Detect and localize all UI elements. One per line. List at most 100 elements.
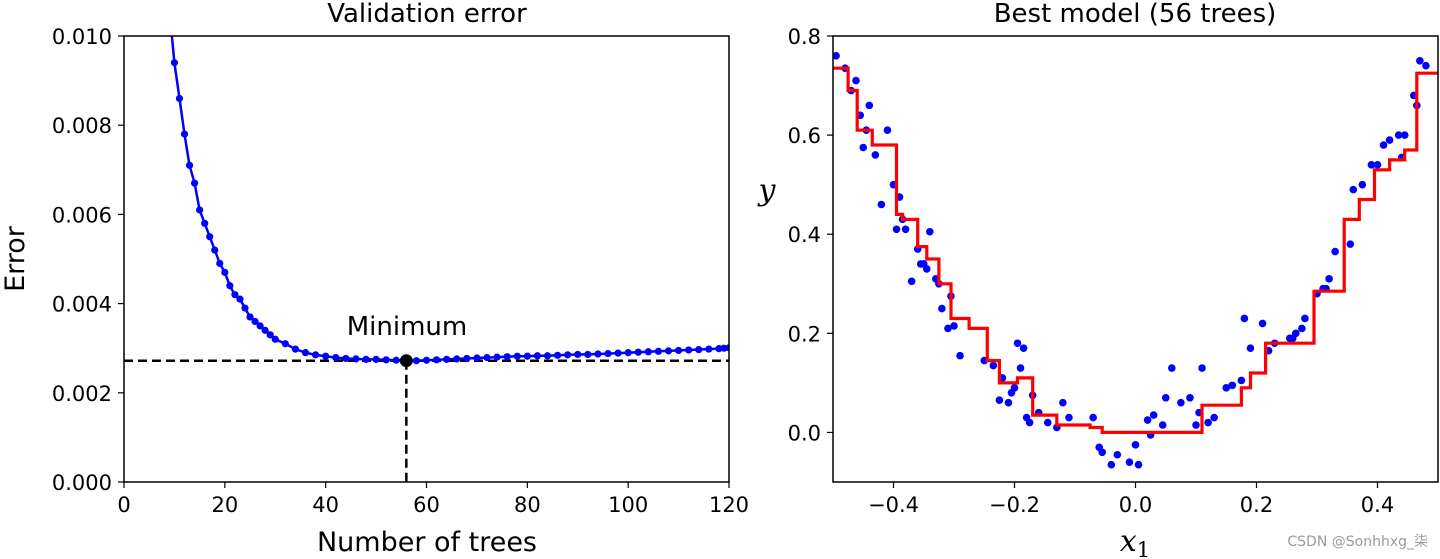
training-point (944, 324, 952, 333)
right-x-tick-label: −0.2 (989, 493, 1040, 517)
left-y-axis: 0.000 0.002 0.004 0.006 0.008 0.010 (52, 25, 124, 495)
training-point (1210, 413, 1218, 422)
training-point (1301, 314, 1309, 323)
validation-error-point (412, 357, 421, 365)
training-point (1192, 421, 1200, 429)
right-series-group (833, 52, 1438, 469)
training-point (1416, 56, 1424, 65)
right-y-tick-label: 0.6 (788, 124, 821, 148)
training-point (1400, 131, 1409, 139)
validation-error-point (493, 353, 501, 361)
right-x-axis-label-main: x (1120, 524, 1137, 559)
training-point (1013, 339, 1022, 348)
right-y-tick-label: 0.0 (788, 421, 821, 445)
validation-error-point (422, 356, 431, 364)
validation-error-point (170, 59, 179, 67)
validation-error-point (261, 326, 269, 334)
training-point (1222, 384, 1231, 392)
training-point (956, 351, 964, 360)
training-point (1004, 398, 1013, 407)
training-point (892, 225, 901, 234)
right-plot-frame (832, 35, 1439, 483)
validation-error-point (584, 350, 592, 359)
validation-error-point (226, 282, 234, 290)
validation-error-point (513, 352, 521, 360)
left-x-axis: 0 20 40 60 80 100 120 (117, 482, 749, 517)
training-point (1349, 185, 1358, 194)
training-point (922, 265, 931, 273)
left-x-tick-label: 40 (312, 493, 339, 517)
left-y-tick-label: 0.000 (52, 471, 112, 495)
training-point (1107, 460, 1116, 469)
right-y-axis: 0.0 0.2 0.4 0.6 0.8 (788, 25, 833, 445)
left-y-tick-label: 0.002 (52, 382, 112, 406)
training-point (1149, 411, 1158, 419)
validation-error-point (574, 350, 582, 359)
validation-error-point (216, 259, 224, 268)
validation-error-point (553, 351, 562, 359)
left-y-tick-label: 0.006 (52, 203, 112, 227)
right-y-axis-label: y (757, 173, 777, 208)
validation-error-point (311, 351, 320, 359)
validation-error-point (175, 94, 184, 103)
training-point (989, 361, 998, 370)
training-point (1325, 275, 1333, 283)
training-point (1186, 393, 1194, 402)
training-point (1292, 329, 1300, 338)
model-prediction-step-line (833, 66, 1438, 434)
validation-error-point (221, 268, 229, 276)
training-point (1019, 344, 1028, 353)
training-point (938, 304, 946, 313)
validation-error-point (196, 206, 204, 214)
validation-error-point (342, 354, 350, 363)
validation-error-point (664, 347, 673, 355)
training-point (1143, 416, 1152, 424)
training-point (1258, 319, 1267, 328)
training-point (1204, 418, 1212, 427)
validation-error-point (604, 349, 612, 358)
watermark: CSDN @Sonhhxg_柒 (1287, 534, 1428, 550)
validation-error-point (362, 355, 370, 363)
right-x-tick-label: −0.4 (868, 493, 919, 517)
validation-error-point (543, 352, 552, 360)
validation-error-point (301, 349, 310, 357)
training-point (1010, 384, 1019, 392)
training-point (1177, 398, 1185, 407)
validation-error-point (241, 304, 249, 312)
validation-error-point (281, 340, 289, 348)
training-point (1134, 460, 1143, 469)
training-point (1168, 364, 1176, 372)
validation-error-point (705, 345, 713, 353)
left-y-axis-label: Error (0, 225, 31, 292)
validation-error-point (674, 346, 683, 355)
validation-error-point (685, 346, 693, 354)
training-point (901, 225, 910, 234)
left-plot-area (124, 36, 729, 482)
training-point (833, 52, 840, 60)
training-point (1158, 421, 1167, 429)
training-point (865, 101, 874, 110)
training-point (1161, 393, 1170, 402)
validation-error-point (211, 246, 219, 254)
training-point (877, 200, 886, 209)
training-point (1246, 344, 1255, 353)
validation-error-point (231, 291, 239, 299)
validation-error-point (634, 348, 642, 356)
validation-error-point (372, 355, 380, 363)
training-point (859, 143, 868, 152)
minimum-point (399, 354, 413, 368)
training-point (1373, 161, 1382, 169)
left-x-axis-label: Number of trees (317, 527, 537, 558)
validation-error-point (190, 179, 199, 187)
validation-error-line (170, 36, 729, 362)
validation-error-point (503, 353, 511, 361)
right-x-axis: −0.4 −0.2 0.0 0.2 0.4 (868, 482, 1394, 517)
training-point (1228, 381, 1237, 390)
validation-error-point (251, 317, 259, 326)
right-x-axis-label: x1 (1120, 524, 1150, 559)
training-point (995, 396, 1004, 405)
validation-error-point (271, 335, 279, 343)
training-point (1298, 324, 1306, 333)
validation-error-point (382, 356, 390, 364)
training-point (907, 277, 916, 286)
